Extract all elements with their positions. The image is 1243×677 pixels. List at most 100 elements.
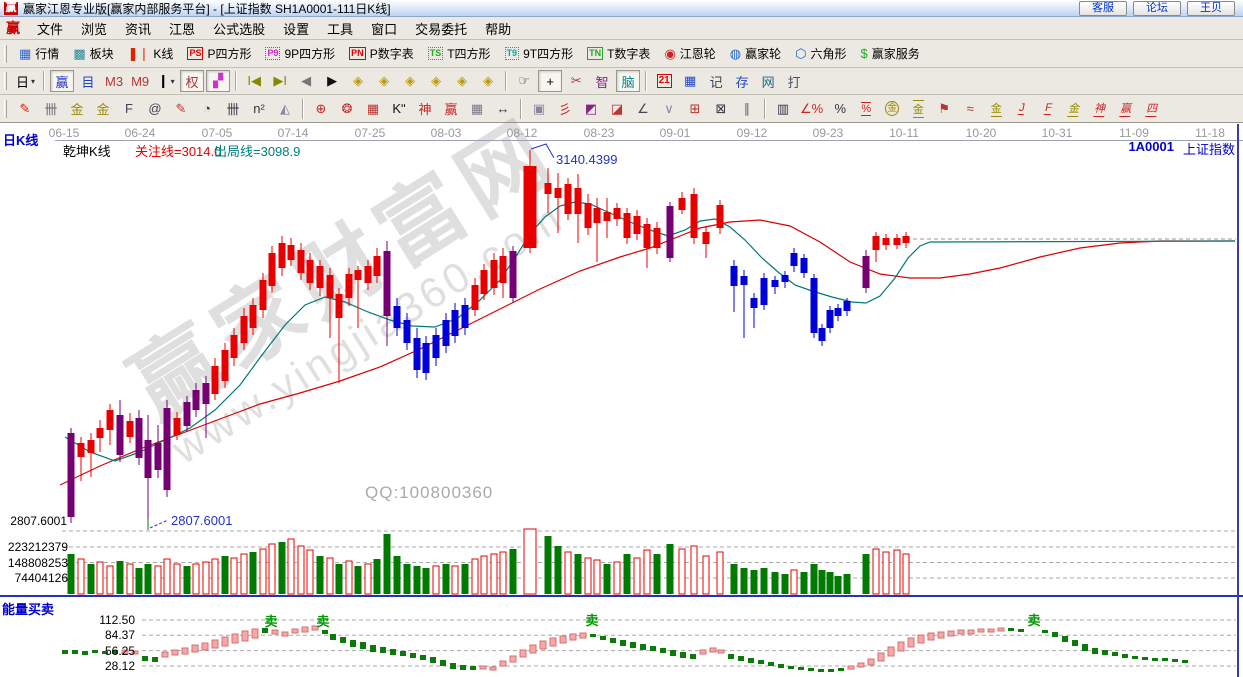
zoom-diamond-h-expand[interactable]: ◈: [372, 70, 396, 92]
winner-wheel-button[interactable]: ◍ 赢家轮: [723, 42, 788, 66]
grid-123-tool[interactable]: ▦: [465, 98, 489, 120]
n-square-tool[interactable]: n²: [247, 98, 271, 120]
time-circle-tool[interactable]: ◔: [195, 98, 219, 120]
period-day-dropdown[interactable]: 日 ▾: [13, 70, 38, 92]
zoom-diamond-left[interactable]: ◈: [346, 70, 370, 92]
k-mark-tool[interactable]: Kʺ: [387, 98, 411, 120]
indicator-name[interactable]: 能量买卖: [2, 602, 55, 617]
scale-style-button[interactable]: ▞: [206, 70, 231, 92]
main-chart-mode-toggle[interactable]: 赢: [50, 70, 75, 92]
wave-lines-tool[interactable]: ≈: [958, 98, 982, 120]
box-tool[interactable]: ▣: [527, 98, 551, 120]
flag-pen-tool[interactable]: ⚑: [932, 98, 956, 120]
gold-underline-tool[interactable]: 金: [984, 98, 1008, 120]
t-square-button[interactable]: TS T四方形: [421, 42, 498, 66]
zoom-diamond-v-expand[interactable]: ◈: [450, 70, 474, 92]
prev-bar-button[interactable]: ◀: [294, 70, 318, 92]
menu-item-帮助[interactable]: 帮助: [485, 21, 512, 37]
measure-tool[interactable]: ✂: [564, 70, 588, 92]
hand-tool[interactable]: ☞: [512, 70, 536, 92]
square-grid-arrow-tool[interactable]: ⊠: [709, 98, 733, 120]
next-bar-button[interactable]: ▶: [320, 70, 344, 92]
gold-circle-tool[interactable]: 金: [880, 98, 904, 120]
symbol-code[interactable]: 1A0001: [1128, 139, 1174, 154]
print-tool[interactable]: 打: [782, 70, 806, 92]
menu-item-文件[interactable]: 文件: [37, 21, 64, 37]
menu-item-窗口[interactable]: 窗口: [371, 21, 398, 37]
span-arrows-tool[interactable]: ↔: [491, 98, 515, 120]
notebook-tool[interactable]: 记: [704, 70, 728, 92]
ying-tool[interactable]: 赢: [439, 98, 463, 120]
kline-button[interactable]: ❚❘ K线: [121, 42, 181, 66]
parallel-lines-tool[interactable]: ∥: [735, 98, 759, 120]
stock-info-button[interactable]: 目: [76, 70, 100, 92]
gold-grid-tool-1[interactable]: 金: [65, 98, 89, 120]
menu-item-资讯[interactable]: 资讯: [125, 21, 152, 37]
gold-angle-tool[interactable]: 金: [1062, 98, 1086, 120]
calculator-tool[interactable]: ▦: [678, 70, 702, 92]
gann-box-grid-tool[interactable]: ▦: [361, 98, 385, 120]
p9-square-button[interactable]: P9 9P四方形: [258, 42, 342, 66]
crosshair-tool[interactable]: +: [538, 70, 563, 92]
angle-ruler-tool[interactable]: ◭: [273, 98, 297, 120]
tick-grid-tool[interactable]: 卌: [221, 98, 245, 120]
calendar-tool[interactable]: 21: [652, 70, 676, 92]
gold-lines-tool[interactable]: 金: [906, 98, 930, 120]
candle-style-dropdown[interactable]: ❙ ▾: [154, 70, 178, 92]
gann-circle-tool[interactable]: ⊕: [309, 98, 333, 120]
sectors-button[interactable]: ▩ 板块: [66, 42, 120, 66]
p-number-table-button[interactable]: PN P数字表: [342, 42, 421, 66]
zoom-diamond-h-shrink[interactable]: ◈: [398, 70, 422, 92]
period-label[interactable]: 日K线: [3, 133, 39, 148]
price-grid-tool[interactable]: 卌: [39, 98, 63, 120]
first-screen-button[interactable]: Ι◀: [242, 70, 266, 92]
gann-fan-tool[interactable]: 彡: [553, 98, 577, 120]
t9-square-button[interactable]: T9 9T四方形: [498, 42, 581, 66]
percent-tool[interactable]: %: [828, 98, 852, 120]
spiral-tool[interactable]: @: [143, 98, 167, 120]
hist-levels-tool[interactable]: ▥: [771, 98, 795, 120]
winner-service-button[interactable]: $ 赢家服务: [854, 42, 927, 66]
forum-button[interactable]: 论坛: [1133, 0, 1181, 16]
t-number-table-button[interactable]: TN T数字表: [580, 42, 657, 66]
shen-tool[interactable]: 神: [413, 98, 437, 120]
adjust-rights-toggle[interactable]: 权: [180, 70, 205, 92]
web-tool[interactable]: 网: [756, 70, 780, 92]
ying-angle-tool[interactable]: 赢: [1114, 98, 1138, 120]
percent-lines-tool[interactable]: %: [854, 98, 878, 120]
strategy-tool[interactable]: 智: [590, 70, 614, 92]
gann-wheel-button[interactable]: ◉ 江恩轮: [657, 42, 722, 66]
save-tool[interactable]: 存: [730, 70, 754, 92]
toolbar-grip[interactable]: [4, 72, 7, 90]
fan-box-2-tool[interactable]: ◪: [605, 98, 629, 120]
quotes-button[interactable]: ▦ 行情: [12, 42, 66, 66]
j-angle-tool[interactable]: J: [1010, 98, 1034, 120]
main-chart-canvas[interactable]: [0, 124, 1243, 677]
ma3-toggle[interactable]: M3: [102, 70, 126, 92]
menu-item-工具[interactable]: 工具: [327, 21, 354, 37]
ai-tool[interactable]: 脑: [616, 70, 641, 92]
hexagon-button[interactable]: ⬡ 六角形: [788, 42, 853, 66]
service-button[interactable]: 客服: [1079, 0, 1127, 16]
square-grid-tool[interactable]: ⊞: [683, 98, 707, 120]
toolbar-grip[interactable]: [4, 44, 7, 63]
zoom-diamond-v-shrink[interactable]: ◈: [424, 70, 448, 92]
trend-angles-tool[interactable]: ∠: [631, 98, 655, 120]
shen-angle-tool[interactable]: 神: [1088, 98, 1112, 120]
last-screen-button[interactable]: ▶Ι: [268, 70, 292, 92]
gann-fan-box-tool[interactable]: ◩: [579, 98, 603, 120]
p-square-button[interactable]: PS P四方形: [180, 42, 258, 66]
angle-percent-tool[interactable]: ∠%: [797, 98, 826, 120]
gann-star-tool[interactable]: ❂: [335, 98, 359, 120]
menu-item-交易委托[interactable]: 交易委托: [415, 21, 468, 37]
zoom-diamond-right[interactable]: ◈: [476, 70, 500, 92]
draw-pen-tool[interactable]: ✎: [13, 98, 37, 120]
pencil-ruler-tool[interactable]: ✎: [169, 98, 193, 120]
gold-grid-tool-2[interactable]: 金: [91, 98, 115, 120]
ma9-toggle[interactable]: M9: [128, 70, 152, 92]
symbol-name[interactable]: 上证指数: [1182, 142, 1235, 157]
menu-item-浏览[interactable]: 浏览: [81, 21, 108, 37]
toolbar-grip[interactable]: [4, 99, 7, 118]
f-grid-tool[interactable]: F: [117, 98, 141, 120]
menu-item-设置[interactable]: 设置: [283, 21, 310, 37]
